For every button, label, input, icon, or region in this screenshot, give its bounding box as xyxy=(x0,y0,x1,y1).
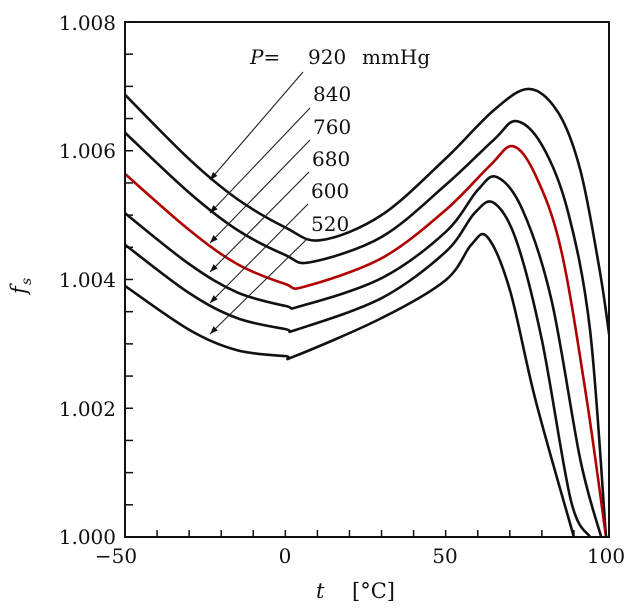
ticks-group xyxy=(124,21,607,538)
series-label-760: 760 xyxy=(313,115,351,139)
series-label-680: 680 xyxy=(312,147,350,171)
y-tick-label: 1.002 xyxy=(59,397,116,421)
legend-unit: mmHg xyxy=(362,45,430,69)
plot-frame xyxy=(124,21,610,538)
curves-group xyxy=(125,87,609,537)
y-tick-label: 1.006 xyxy=(59,139,116,163)
pointer-arrow-760 xyxy=(209,235,218,243)
pointer-arrow-920 xyxy=(209,171,218,180)
y-axis-label: f s xyxy=(7,278,35,296)
pointer-line-920 xyxy=(209,71,304,181)
series-label-600: 600 xyxy=(311,179,349,203)
y-tick-label: 1.004 xyxy=(59,268,116,292)
series-line-920 xyxy=(125,87,609,336)
series-label-920: 920 xyxy=(308,45,346,69)
pointer-arrow-840 xyxy=(209,205,218,213)
series-line-600 xyxy=(125,200,592,537)
series-line-680 xyxy=(125,175,603,537)
x-axis-label-var: t xyxy=(316,579,325,603)
x-tick-label: 100 xyxy=(587,544,625,568)
legend-title: P= xyxy=(249,45,280,69)
x-tick-label: 0 xyxy=(279,544,292,568)
pointer-line-760 xyxy=(209,139,311,244)
x-tick-label: 50 xyxy=(432,544,457,568)
pointer-line-840 xyxy=(209,107,311,214)
y-tick-label: 1.000 xyxy=(59,525,116,549)
series-line-840 xyxy=(125,119,608,537)
series-label-840: 840 xyxy=(313,82,351,106)
x-axis-label-unit: [°C] xyxy=(352,579,395,603)
x-tick-label: −50 xyxy=(95,544,137,568)
series-line-520 xyxy=(125,232,576,537)
y-tick-label: 1.008 xyxy=(59,11,116,35)
pointer-line-520 xyxy=(209,237,309,335)
pointer-line-600 xyxy=(209,203,309,304)
pointer-arrow-600 xyxy=(209,295,218,303)
pointer-arrow-680 xyxy=(209,264,218,272)
legend-p-symbol: P= xyxy=(249,45,280,69)
y-axis-label-var: f xyxy=(7,283,31,296)
pointer-arrow-520 xyxy=(209,326,218,334)
y-axis-label-sub: s xyxy=(19,278,35,285)
series-line-760 xyxy=(125,144,608,537)
pointer-line-680 xyxy=(209,171,310,273)
pointer-lines-group xyxy=(209,71,311,335)
series-label-520: 520 xyxy=(311,212,349,236)
